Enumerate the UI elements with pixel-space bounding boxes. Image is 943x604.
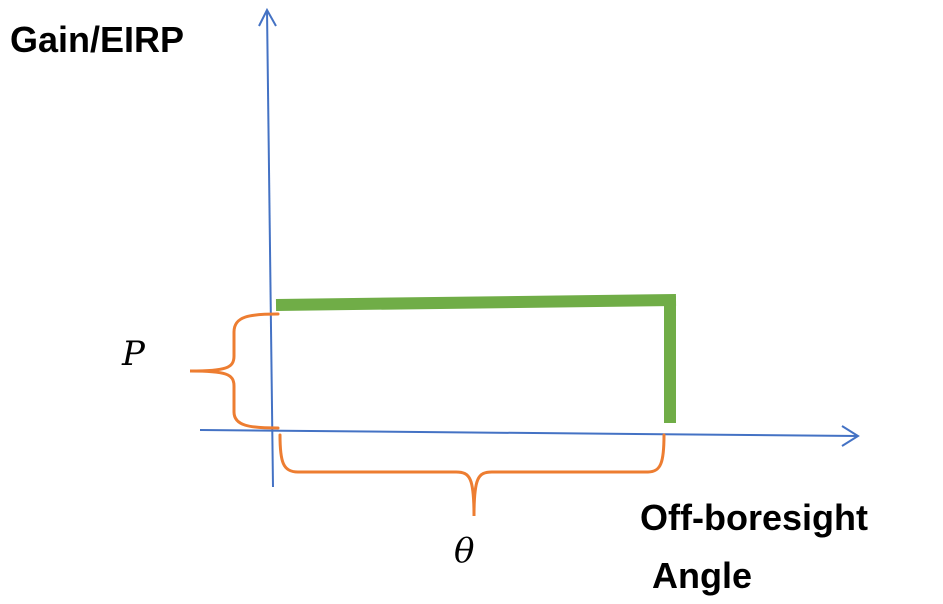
y-axis-line (266, 9, 274, 488)
angle-brace (278, 433, 666, 517)
gain-pattern (275, 294, 677, 423)
x-axis (199, 425, 860, 447)
power-brace (189, 312, 280, 430)
y-axis (258, 7, 277, 488)
y-axis-label: Gain/EIRP (10, 19, 185, 60)
x-axis-arrowhead (841, 425, 860, 447)
angle-symbol-label: θ (454, 531, 475, 571)
power-symbol-label: P (122, 334, 145, 374)
x-axis-label-line2: Angle (652, 555, 753, 596)
gain-pattern-top (275, 294, 677, 311)
x-axis-label-line1: Off-boresight (640, 497, 868, 538)
y-axis-arrowhead (258, 7, 277, 27)
x-axis-line (199, 429, 859, 437)
